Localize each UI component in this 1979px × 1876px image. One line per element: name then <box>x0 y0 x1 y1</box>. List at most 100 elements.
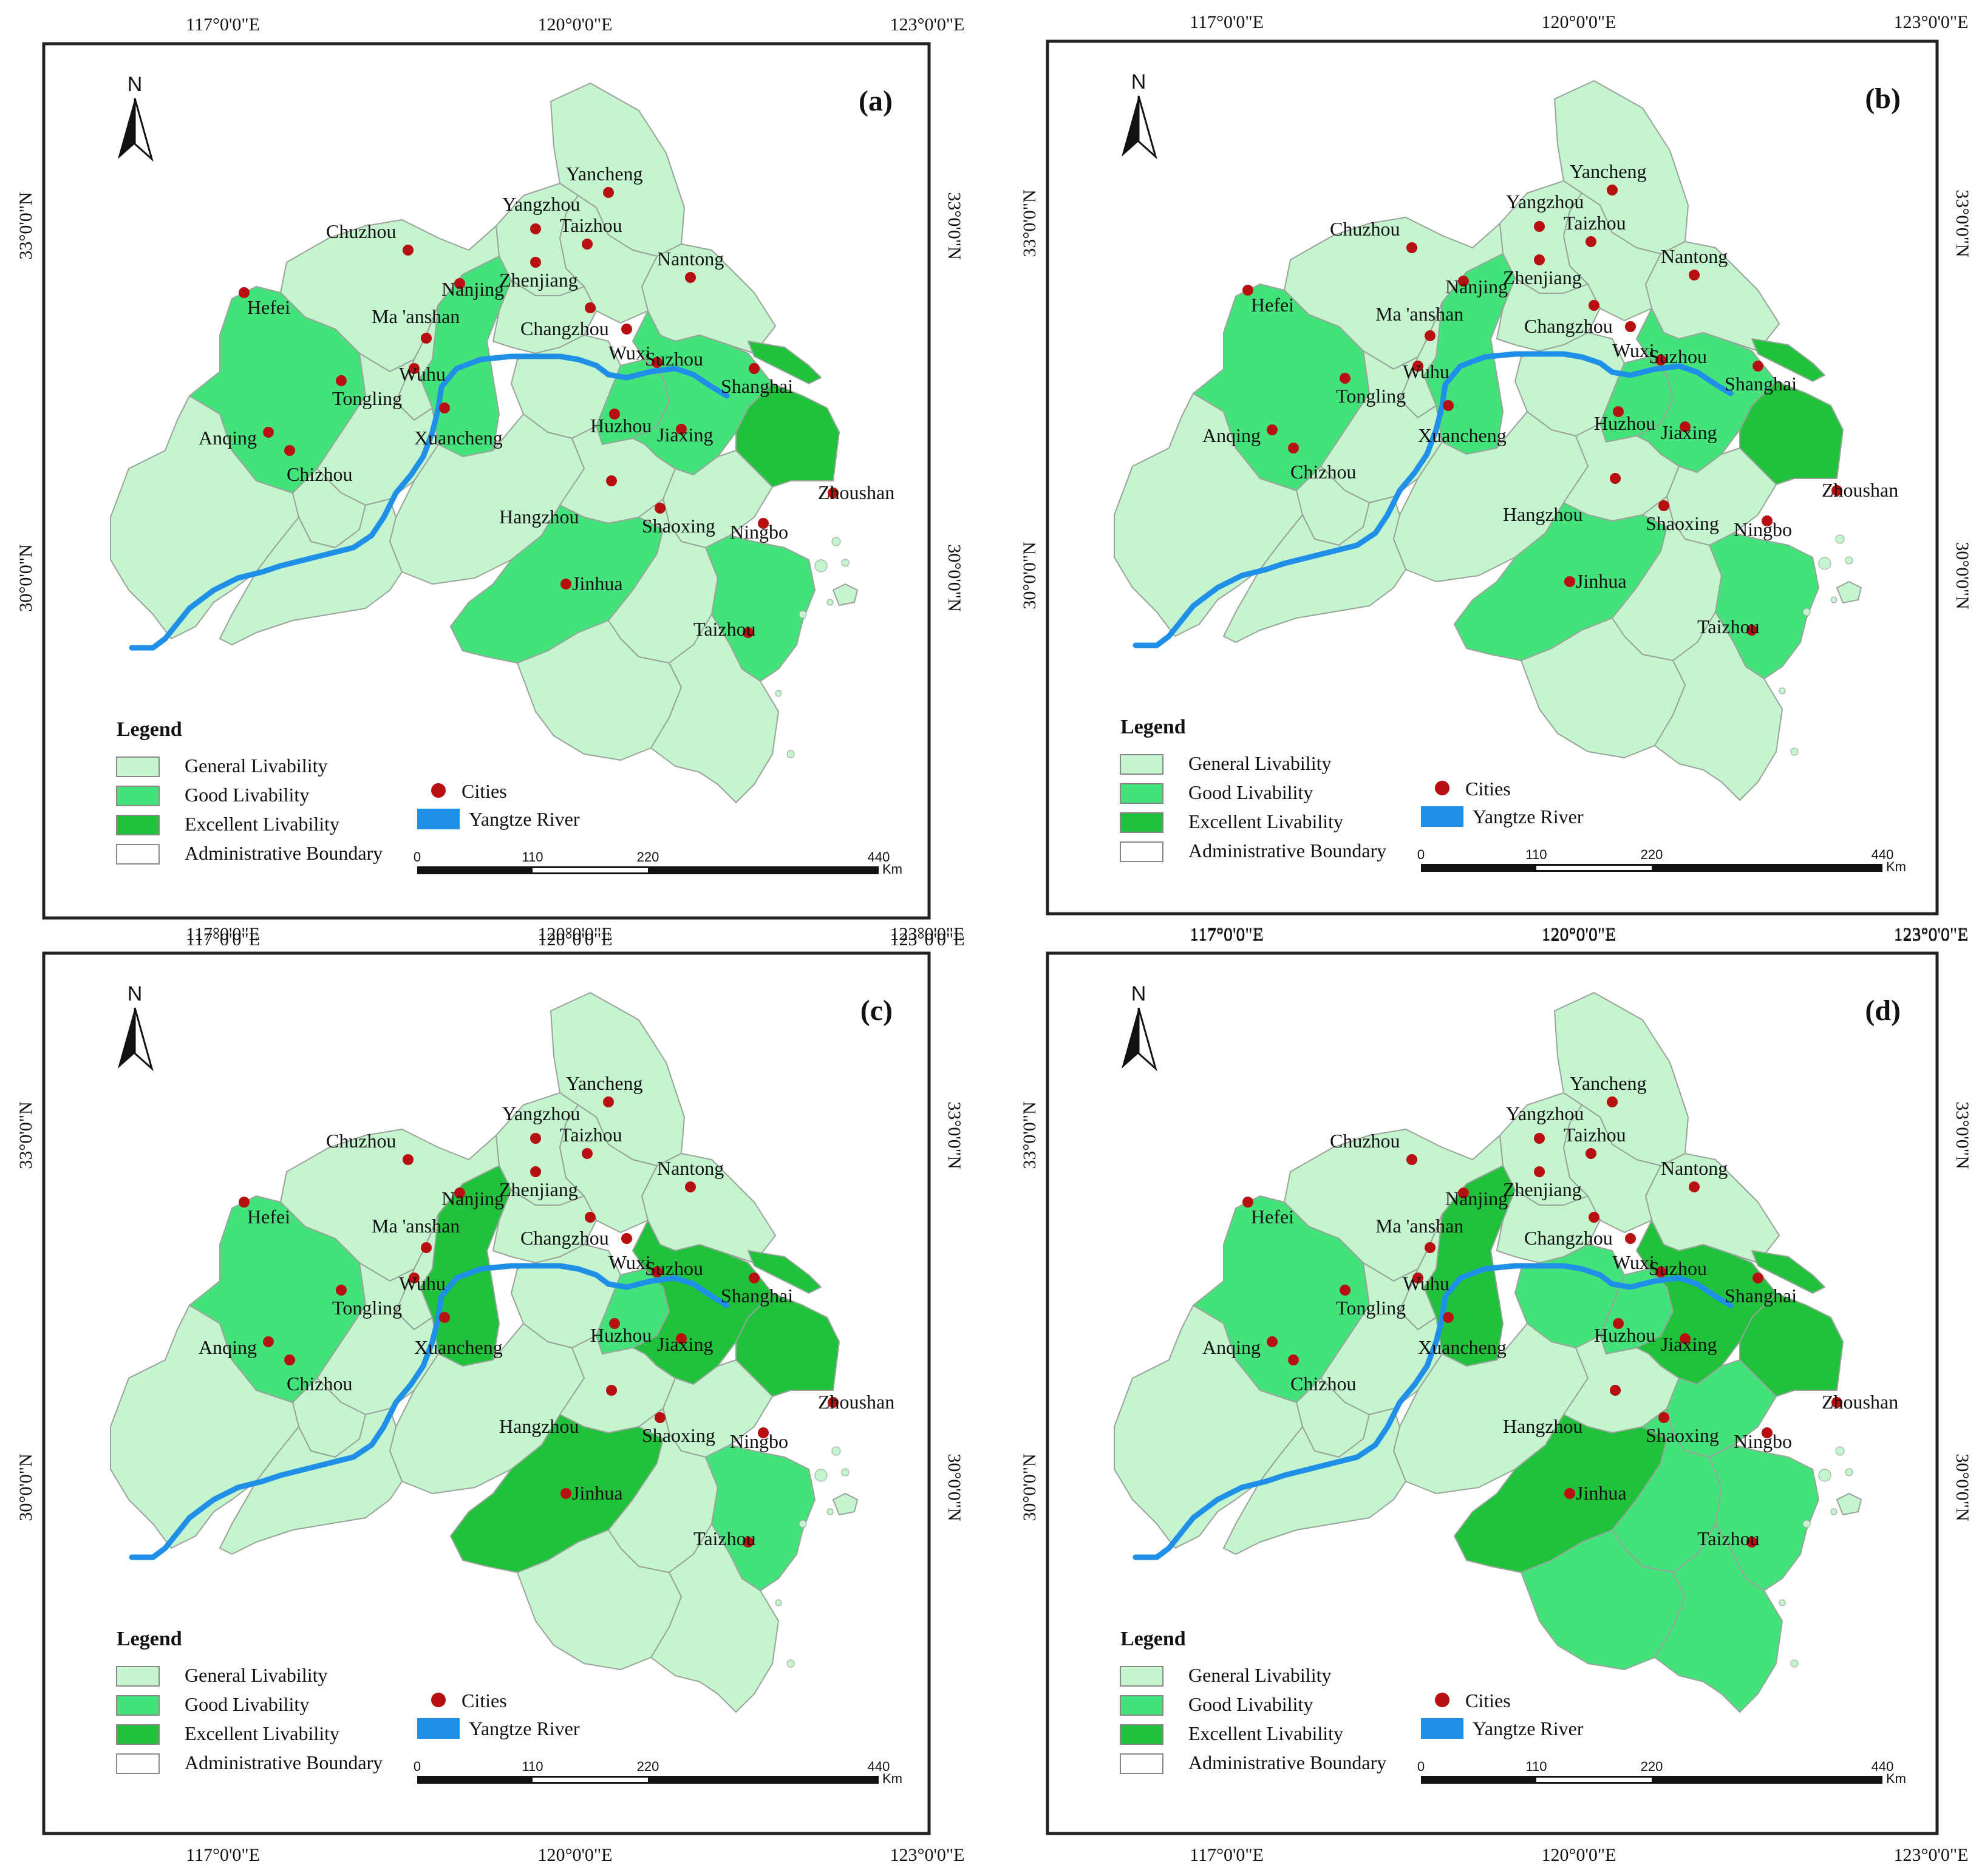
longitude-label-bottom: 123°0'0"E <box>1894 925 1969 945</box>
legend-swatch-good <box>1120 1695 1163 1716</box>
city-dot <box>1267 424 1278 435</box>
city-label: Changzhou <box>520 1227 609 1249</box>
yangtze-river <box>129 1263 730 1560</box>
island <box>1835 534 1845 544</box>
city-dot <box>655 1412 666 1423</box>
legend-swatch-boundary <box>1120 1753 1163 1774</box>
city-label: Hangzhou <box>499 1415 579 1437</box>
city-dot <box>1340 1285 1351 1296</box>
legend-label: General Livability <box>185 1664 327 1686</box>
city-dot <box>609 1318 620 1329</box>
city-dot <box>1658 500 1669 511</box>
city-dot <box>1589 1212 1599 1223</box>
scale-tick-label: 220 <box>1641 1759 1663 1774</box>
scale-tick-label: 220 <box>1641 847 1663 862</box>
city-dot <box>263 427 274 438</box>
legend-label: Good Livability <box>185 1693 309 1715</box>
scale-bar-white <box>533 868 648 872</box>
north-label: N <box>1131 982 1146 1005</box>
region-shanghai <box>1739 381 1844 485</box>
city-label: Yangzhou <box>502 1103 580 1124</box>
scale-tick-label: 220 <box>637 1759 659 1774</box>
city-label: Wuhu <box>399 1273 446 1294</box>
north-arrow-right <box>134 1007 154 1072</box>
city-dot <box>1564 576 1575 587</box>
region-taizhou <box>1563 1104 1661 1233</box>
island <box>1779 687 1786 695</box>
city-dot <box>530 1133 541 1144</box>
city-dot <box>606 1385 617 1396</box>
city-label: Zhoushan <box>818 481 894 503</box>
city-dot <box>758 518 769 529</box>
island <box>826 599 834 606</box>
legend-label: Good Livability <box>1188 781 1313 803</box>
longitude-label-bottom: 117°0'0"E <box>186 930 260 950</box>
longitude-label-bottom: 117°0'0"E <box>1190 925 1264 945</box>
region-taizhou-zhejiang- <box>1654 611 1783 801</box>
city-dot <box>676 424 687 435</box>
legend-label: Good Livability <box>1188 1693 1313 1715</box>
scale-tick-label: 440 <box>1872 847 1894 862</box>
city-dot <box>1752 361 1763 372</box>
legend-swatch-good <box>1120 783 1163 804</box>
city-label: Nantong <box>1661 245 1728 267</box>
city-label: Nantong <box>657 1157 724 1179</box>
city-dot <box>1746 1537 1757 1548</box>
city-dot <box>1443 1312 1454 1323</box>
legend-label: General Livability <box>185 755 327 777</box>
scale-bar-white <box>1536 866 1652 870</box>
city-dot <box>621 1233 632 1244</box>
city-label: Xuancheng <box>1418 1336 1507 1358</box>
legend-swatch-boundary <box>1120 841 1163 862</box>
region-chizhou <box>1223 1408 1406 1555</box>
latitude-label-right: 30°0'0"N <box>944 544 964 611</box>
city-dot <box>1689 270 1700 280</box>
island <box>1845 556 1853 565</box>
region-chongming-island <box>1751 1250 1825 1294</box>
city-dot <box>560 579 571 590</box>
city-dot <box>1831 485 1842 496</box>
latitude-label-left: 30°0'0"N <box>16 544 36 611</box>
map-regions: YanchengYangzhouTaizhouChuzhouNanjingZhe… <box>1114 80 1898 801</box>
city-label: Shanghai <box>1725 373 1797 395</box>
city-label: Ma 'anshan <box>372 1215 460 1237</box>
city-label: Ma 'anshan <box>1375 303 1463 325</box>
scale-tick-label: 110 <box>522 1759 543 1774</box>
city-dot <box>421 1242 432 1253</box>
city-label: Nanjing <box>441 1188 504 1209</box>
city-dot <box>239 1197 250 1208</box>
longitude-label-top: 120°0'0"E <box>1542 924 1616 944</box>
island <box>1802 1520 1811 1528</box>
city-dot <box>606 475 617 486</box>
region-chizhou <box>1223 496 1406 643</box>
city-label: Anqing <box>199 427 257 449</box>
city-label: Zhenjiang <box>499 269 578 291</box>
city-dot <box>1752 1273 1763 1283</box>
city-label: Taizhou <box>693 618 756 640</box>
longitude-label-top: 117°0'0"E <box>186 924 260 944</box>
legend-swatch-excellent <box>116 815 160 835</box>
longitude-label-top: 117°0'0"E <box>186 15 260 35</box>
city-dot <box>1610 1385 1621 1396</box>
scale-tick-label: 0 <box>1417 847 1425 862</box>
scale-tick-label: 440 <box>1872 1759 1894 1774</box>
island <box>1779 1599 1786 1606</box>
city-label: Nanjing <box>1445 1188 1508 1209</box>
city-dot <box>582 239 593 250</box>
region-chongming-island <box>748 341 822 384</box>
latitude-label-right: 33°0'0"N <box>1952 189 1972 257</box>
city-label: Taizhou <box>1564 1124 1626 1146</box>
latitude-label-left: 33°0'0"N <box>1020 189 1040 257</box>
city-label: Chuzhou <box>326 220 397 242</box>
city-dot <box>409 363 420 374</box>
legend-city-dot <box>1435 781 1449 795</box>
city-label: Zhoushan <box>1822 1391 1898 1413</box>
city-label: Yancheng <box>566 163 643 185</box>
legend-label: Administrative Boundary <box>1188 1752 1386 1773</box>
legend-river-swatch <box>417 1718 460 1739</box>
city-dot <box>1607 185 1618 195</box>
